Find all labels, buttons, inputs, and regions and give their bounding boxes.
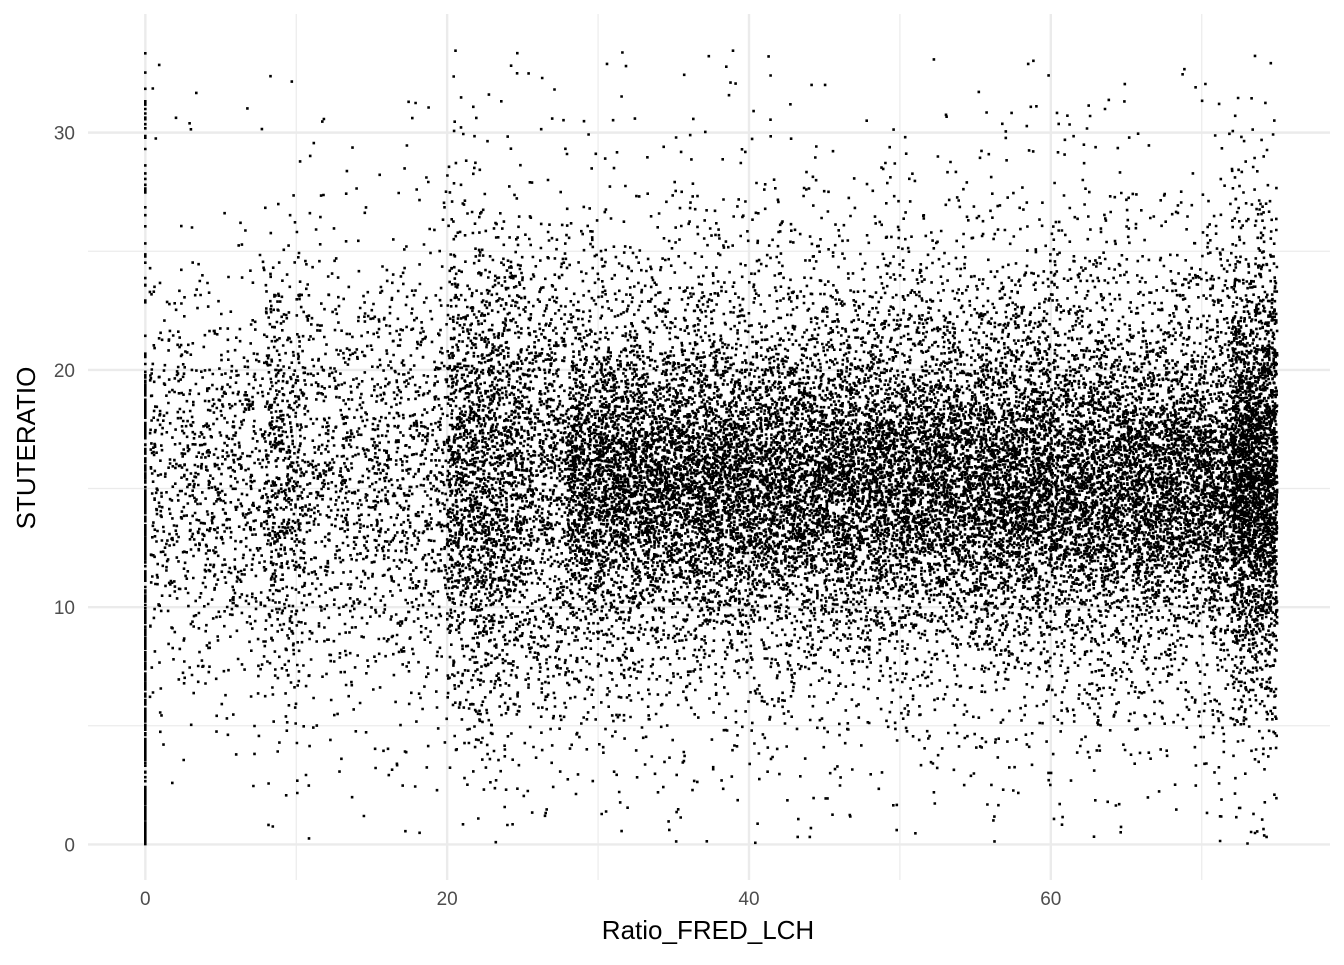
x-tick-label: 0 [140, 889, 151, 910]
x-tick-label: 40 [738, 889, 759, 910]
y-tick-label: 30 [54, 124, 75, 145]
y-axis-title: STUTERATIO [11, 367, 41, 530]
y-tick-label: 10 [54, 598, 75, 619]
y-tick-label: 0 [64, 835, 75, 856]
y-tick-label: 20 [54, 361, 75, 382]
scatter-points [144, 49, 1279, 846]
x-tick-label: 20 [437, 889, 458, 910]
y-axis-tick-labels: 0 10 20 30 [54, 124, 75, 857]
x-axis-tick-labels: 0 20 40 60 [140, 889, 1061, 910]
x-axis-title: Ratio_FRED_LCH [602, 915, 814, 945]
x-tick-label: 60 [1040, 889, 1061, 910]
